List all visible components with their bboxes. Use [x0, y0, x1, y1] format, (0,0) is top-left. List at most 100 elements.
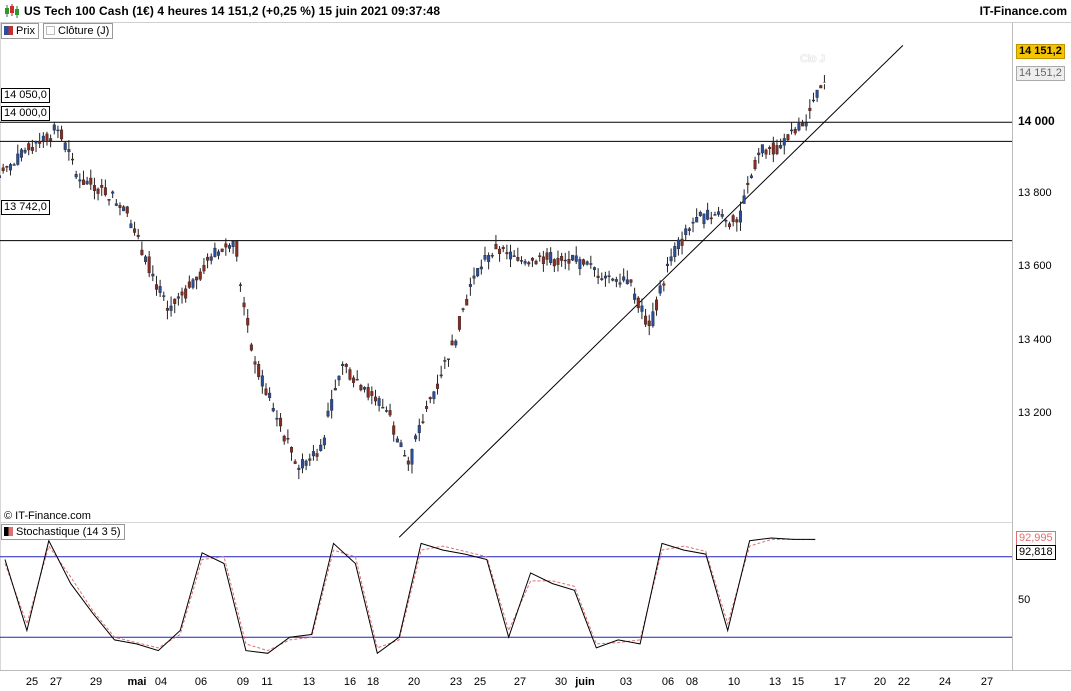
- candle-body: [523, 261, 527, 264]
- candle-body: [644, 315, 648, 325]
- candle-body: [706, 209, 710, 220]
- candle-body: [611, 278, 615, 281]
- x-tick-11: 11: [261, 676, 273, 688]
- x-tick-25: 25: [473, 676, 487, 688]
- candle-body: [392, 425, 396, 435]
- candle-body: [698, 212, 702, 216]
- title-bar: US Tech 100 Cash (1€) 4 heures 14 151,2 …: [0, 0, 1071, 23]
- candle-body: [34, 141, 38, 144]
- brand-name: IT-Finance.com: [979, 4, 1067, 18]
- legend-close[interactable]: Clôture (J): [43, 23, 114, 39]
- candle-body: [545, 252, 549, 260]
- candle-body: [771, 142, 775, 155]
- candle-body: [27, 143, 31, 151]
- candle-body: [308, 458, 312, 461]
- candle-body: [311, 451, 315, 457]
- last-price-badge: 14 151,2: [1016, 44, 1065, 59]
- legend-price[interactable]: Prix: [1, 23, 39, 39]
- stoch-layer: [0, 537, 1012, 655]
- candle-body: [728, 223, 732, 228]
- candle-body: [596, 275, 600, 278]
- candle-body: [337, 375, 341, 381]
- candle-body: [191, 279, 195, 288]
- x-tick-29: 29: [89, 676, 103, 688]
- x-tick-30: 30: [554, 676, 568, 688]
- x-tick-04: 04: [154, 676, 168, 688]
- x-tick-27: 27: [49, 676, 63, 688]
- candle-body: [731, 215, 735, 222]
- candle-body: [804, 122, 808, 127]
- candle-body: [640, 305, 644, 312]
- candle-body: [662, 283, 666, 286]
- x-tick-16: 16: [343, 676, 357, 688]
- candle-body: [71, 158, 75, 161]
- candle-body: [176, 296, 180, 299]
- candle-body: [224, 243, 228, 248]
- candle-body: [476, 268, 480, 277]
- candle-body: [279, 417, 283, 427]
- candle-body: [344, 364, 348, 367]
- candle-body: [790, 129, 794, 132]
- y-tick-14000: 14 000: [1018, 114, 1055, 128]
- level-label-13742[interactable]: 13 742,0: [1, 200, 50, 215]
- candle-body: [363, 387, 367, 390]
- level-label-14050[interactable]: 14 050,0: [1, 88, 50, 103]
- x-tick-20: 20: [873, 676, 887, 688]
- candle-body: [111, 191, 115, 194]
- candle-body: [173, 298, 177, 304]
- candles-group: [0, 75, 826, 480]
- candle-body: [0, 175, 2, 178]
- clo-label: Clo J: [800, 53, 826, 65]
- x-tick-juin: juin: [575, 676, 595, 688]
- stoch-k-line: [4, 537, 816, 655]
- candle-body: [549, 252, 553, 263]
- candle-body: [144, 256, 148, 262]
- candle-body: [96, 188, 100, 194]
- candle-body: [260, 375, 264, 387]
- x-tick-18: 18: [366, 676, 380, 688]
- x-tick-17: 17: [833, 676, 847, 688]
- candle-body: [808, 107, 812, 111]
- candle-body: [811, 99, 815, 102]
- candle-body: [158, 286, 162, 293]
- candle-body: [483, 255, 487, 260]
- candle-body: [633, 293, 637, 300]
- legend-stochastic[interactable]: Stochastique (14 3 5): [1, 524, 125, 540]
- candle-body: [501, 247, 505, 250]
- candle-body: [691, 221, 695, 224]
- candle-body: [235, 241, 239, 257]
- candle-body: [19, 149, 23, 158]
- candle-body: [673, 246, 677, 257]
- candle-body: [651, 311, 655, 327]
- last-price-badge-grey: 14 151,2: [1016, 66, 1065, 81]
- candle-body: [428, 397, 432, 400]
- candle-body: [589, 263, 593, 265]
- candle-body: [709, 217, 713, 220]
- candle-body: [238, 284, 242, 286]
- candle-body: [195, 276, 199, 281]
- candle-body: [23, 150, 27, 153]
- candle-body: [757, 152, 761, 156]
- candle-body: [622, 276, 626, 281]
- candle-body: [629, 279, 633, 283]
- candle-body: [815, 89, 819, 98]
- candle-body: [614, 279, 618, 282]
- candle-body: [366, 387, 370, 398]
- chart-title: US Tech 100 Cash (1€) 4 heures 14 151,2 …: [24, 4, 441, 18]
- x-tick-08: 08: [685, 676, 699, 688]
- stoch-d-value: 92,818: [1016, 545, 1056, 560]
- candle-body: [133, 228, 137, 233]
- x-tick-23: 23: [449, 676, 463, 688]
- x-tick-mai: mai: [127, 676, 147, 688]
- candle-body: [487, 255, 491, 262]
- candle-body: [636, 297, 640, 309]
- candle-body: [625, 279, 629, 285]
- candle-body: [410, 449, 414, 465]
- candle-body: [749, 175, 753, 178]
- candle-body: [1, 167, 5, 171]
- candle-body: [468, 284, 472, 287]
- candle-body: [388, 410, 392, 416]
- level-label-14000[interactable]: 14 000,0: [1, 106, 50, 121]
- candle-body: [154, 284, 158, 290]
- stoch-swatch-icon: [4, 527, 13, 536]
